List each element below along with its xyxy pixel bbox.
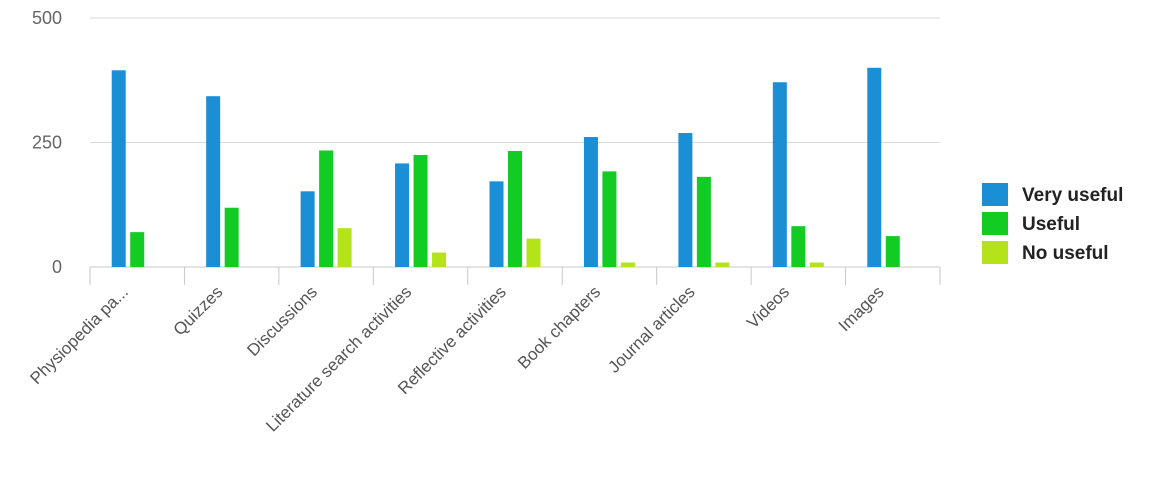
legend-label: Very useful — [1022, 185, 1123, 206]
bar — [300, 191, 315, 267]
legend: Very useful Useful No useful — [982, 183, 1123, 264]
y-tick-label: 250 — [32, 133, 62, 153]
bar — [772, 82, 787, 267]
bar — [432, 252, 447, 267]
bar — [224, 207, 239, 267]
bar — [526, 238, 541, 267]
bar — [678, 133, 693, 267]
bar — [319, 150, 334, 267]
bar — [130, 232, 145, 267]
x-tick-label: Reflective activities — [394, 282, 510, 398]
bar — [489, 181, 504, 267]
x-tick-label: Journal articles — [604, 282, 698, 376]
legend-label: Useful — [1022, 214, 1080, 235]
legend-label: No useful — [1022, 243, 1109, 264]
x-tick-label: Quizzes — [170, 282, 227, 339]
bar — [791, 226, 806, 267]
bar — [602, 171, 617, 267]
x-tick-label: Videos — [743, 282, 793, 332]
y-tick-label: 500 — [32, 8, 62, 28]
x-tick-label: Physiopedia pa... — [26, 282, 132, 388]
x-tick-label: Book chapters — [514, 282, 604, 372]
x-tick-label: Discussions — [243, 282, 321, 360]
bars — [111, 67, 900, 267]
y-tick-label: 0 — [52, 257, 62, 277]
bar — [395, 163, 410, 267]
bar — [809, 262, 824, 267]
bar — [583, 137, 598, 267]
gridlines — [90, 17, 940, 143]
bar — [620, 262, 635, 267]
legend-swatch — [982, 183, 1008, 206]
bar — [885, 236, 900, 267]
bar — [206, 96, 221, 267]
bar — [715, 262, 730, 267]
bar — [508, 150, 522, 267]
bar — [337, 228, 352, 267]
category-labels: Physiopedia pa... Quizzes DiscussionsLiter… — [26, 282, 887, 435]
x-tick-label: Images — [835, 282, 888, 335]
bar — [867, 67, 882, 267]
legend-swatch — [982, 241, 1008, 264]
bar — [413, 154, 428, 267]
bar — [696, 176, 711, 267]
bar — [111, 70, 126, 267]
legend-swatch — [982, 212, 1008, 235]
